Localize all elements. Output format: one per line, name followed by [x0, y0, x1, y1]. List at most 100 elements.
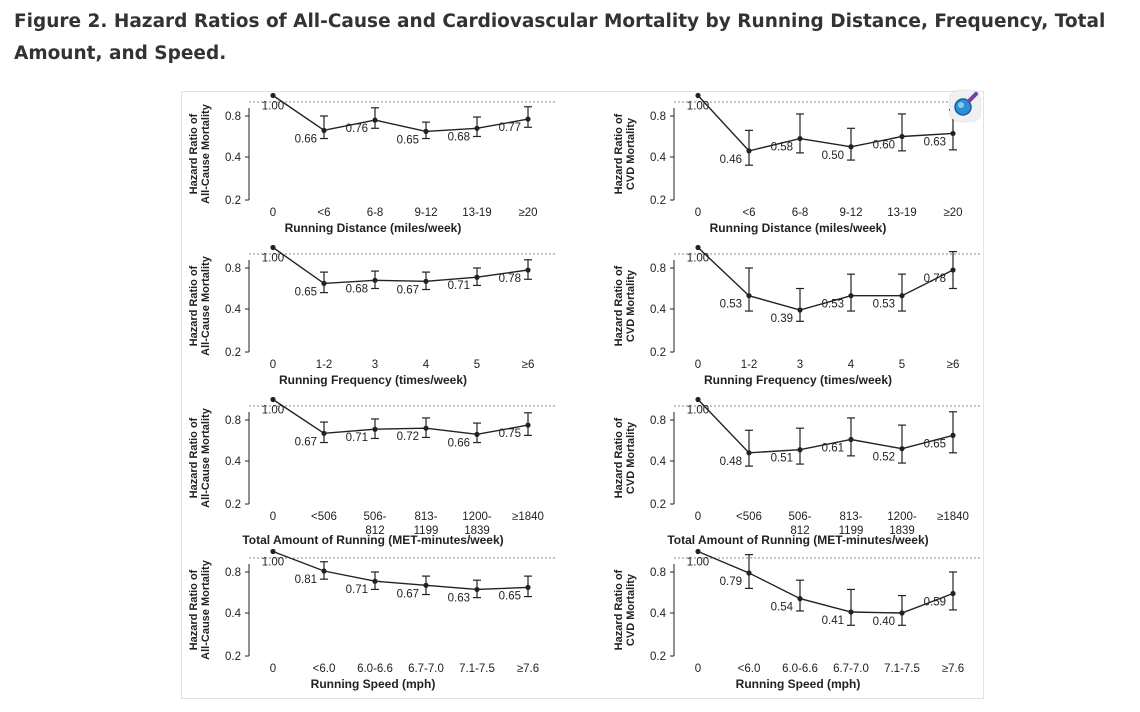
chart8-series-line: [697, 550, 954, 614]
chart6-x-tick-label: <506: [736, 511, 762, 523]
chart5-y-axis-title-line: Hazard Ratio of: [188, 417, 200, 498]
chart1-x-tick-label: 6-8: [367, 207, 384, 219]
chart7-data-label: 0.67: [397, 588, 419, 600]
chart7-data-label: 0.81: [295, 574, 317, 586]
chart3-y-tick-label: 0.2: [225, 347, 241, 359]
chart5-x-tick-label: <506: [311, 511, 337, 523]
chart7-data-label: 1.00: [262, 557, 284, 569]
chart1-x-tick-label: ≥20: [518, 207, 537, 219]
chart5-x-tick-label: 1199: [414, 525, 439, 537]
chart8-x-tick-label: 6.0-6.6: [782, 663, 818, 675]
chart7-x-tick-label: 6.0-6.6: [357, 663, 393, 675]
chart6-y-axis-title-line: CVD Mortality: [625, 421, 637, 494]
chart8-data-label: 0.41: [822, 615, 844, 627]
chart1-data-label: 1.00: [262, 101, 284, 113]
chart2-x-tick-label: 6-8: [792, 207, 809, 219]
chart7-data-point: [321, 568, 327, 574]
chart4-data-point: [695, 244, 701, 251]
chart1-y-axis-title-line: All-Cause Mortality: [200, 103, 212, 204]
chart6-data-point: [797, 447, 803, 453]
chart8-y-axis-title: Hazard Ratio ofCVD Mortality: [613, 569, 637, 650]
chart2-x-tick-label: 0: [695, 207, 701, 219]
chart4-data-label: 0.39: [771, 313, 793, 325]
chart7-y-axis-title: Hazard Ratio ofAll-Cause Mortality: [188, 559, 212, 660]
chart1-y-tick-label: 0.8: [225, 111, 241, 123]
chart1-y-tick-label: 0.2: [225, 195, 241, 207]
chart6-x-tick-label: ≥1840: [937, 511, 969, 523]
chart1-data-point: [270, 92, 276, 99]
chart3-x-axis-title: Running Frequency (times/week): [279, 373, 467, 387]
chart7-data-point: [423, 582, 429, 588]
chart2-y-axis-title-line: CVD Mortality: [625, 117, 637, 190]
chart2-data-point: [899, 133, 905, 140]
chart2-series-line: [697, 95, 954, 152]
chart8-x-tick-label: 0: [695, 663, 701, 675]
chart3-x-tick-label: 4: [423, 359, 430, 371]
chart5-data-point: [525, 422, 531, 428]
chart4-y-tick-label: 0.8: [650, 263, 666, 275]
chart6-x-tick-label: 506-: [788, 511, 811, 523]
chart2-data-label: 0.63: [924, 136, 946, 148]
chart8-data-label: 0.40: [873, 616, 895, 628]
chart1-x-tick-label: <6: [317, 207, 330, 219]
chart1-x-tick-label: 0: [270, 207, 276, 219]
chart2-x-tick-label: 13-19: [887, 207, 916, 219]
chart3-data-point: [372, 277, 378, 283]
chart2-data-point: [848, 144, 854, 150]
chart3-data-label: 0.67: [397, 284, 419, 296]
chart1-data-point: [474, 125, 480, 131]
chart2-data-label: 0.50: [822, 150, 844, 162]
chart3-x-tick-label: 1-2: [316, 359, 333, 371]
chart6-data-label: 0.52: [873, 452, 895, 464]
chart3-x-tick-label: 5: [474, 359, 480, 371]
chart4-data-label: 0.53: [822, 299, 844, 311]
chart5-data-label: 0.66: [448, 437, 470, 449]
chart5-x-tick-label: 1839: [464, 525, 490, 537]
chart7-y-axis-title-line: Hazard Ratio of: [188, 569, 200, 650]
chart4-y-tick-label: 0.2: [650, 347, 666, 359]
chart4-y-tick-label: 0.4: [650, 304, 667, 316]
chart1-data-label: 0.77: [499, 122, 521, 134]
chart7-x-tick-label: ≥7.6: [517, 663, 539, 675]
chart2-data-point: [950, 130, 956, 137]
chart5-y-axis-title: Hazard Ratio ofAll-Cause Mortality: [188, 407, 212, 508]
chart1-data-label: 0.65: [397, 134, 419, 146]
chart7-x-tick-label: 7.1-7.5: [459, 663, 495, 675]
chart6-data-label: 0.65: [924, 438, 946, 450]
chart8-data-label: 1.00: [687, 557, 709, 569]
chart6-y-axis-title: Hazard Ratio ofCVD Mortality: [613, 417, 637, 498]
chart5-data-point: [372, 426, 378, 432]
chart4-x-tick-label: ≥6: [947, 359, 960, 371]
chart1-data-point: [423, 128, 429, 134]
chart8-x-tick-label: 7.1-7.5: [884, 663, 920, 675]
chart2-data-point: [746, 148, 752, 154]
chart3-y-axis-title-line: Hazard Ratio of: [188, 265, 200, 346]
chart4-data-point: [848, 293, 854, 299]
chart2-x-tick-label: 9-12: [839, 207, 862, 219]
chart-all-cause-by-frequency: 0.8 0.4 0.2 Hazard Ratio ofAll-Cause Mortal…: [188, 244, 555, 387]
chart3-data-point: [423, 278, 429, 284]
chart1-y-axis-title: Hazard Ratio ofAll-Cause Mortality: [188, 103, 212, 204]
chart6-y-axis-title-line: Hazard Ratio of: [613, 417, 625, 498]
chart1-y-tick-label: 0.4: [225, 152, 242, 164]
chart4-y-axis-title-line: CVD Mortality: [625, 269, 637, 342]
chart6-series-line: [697, 399, 954, 454]
chart4-x-tick-label: 1-2: [741, 359, 758, 371]
chart4-data-label: 1.00: [687, 253, 709, 265]
figure-caption: Figure 2. Hazard Ratios of All-Cause and…: [14, 11, 1106, 64]
chart2-data-label: 0.60: [873, 140, 895, 152]
chart6-y-tick-label: 0.2: [650, 499, 666, 511]
chart2-data-label: 1.00: [687, 101, 709, 113]
chart7-data-label: 0.71: [346, 584, 368, 596]
chart8-data-point: [950, 590, 956, 597]
chart7-x-tick-label: 0: [270, 663, 276, 675]
chart7-data-label: 0.63: [448, 592, 470, 604]
chart8-x-tick-label: <6.0: [738, 663, 761, 675]
zoom-button[interactable]: [950, 91, 980, 121]
chart8-y-axis-title-line: Hazard Ratio of: [613, 569, 625, 650]
chart2-x-tick-label: ≥20: [943, 207, 962, 219]
chart-cvd-by-frequency: 0.8 0.4 0.2 Hazard Ratio ofCVD Mortality 0 1-…: [613, 244, 980, 387]
chart5-x-axis-title: Total Amount of Running (MET-minutes/wee…: [242, 533, 503, 547]
chart5-x-tick-label: 813-: [414, 511, 437, 523]
chart7-y-tick-label: 0.8: [225, 567, 241, 579]
